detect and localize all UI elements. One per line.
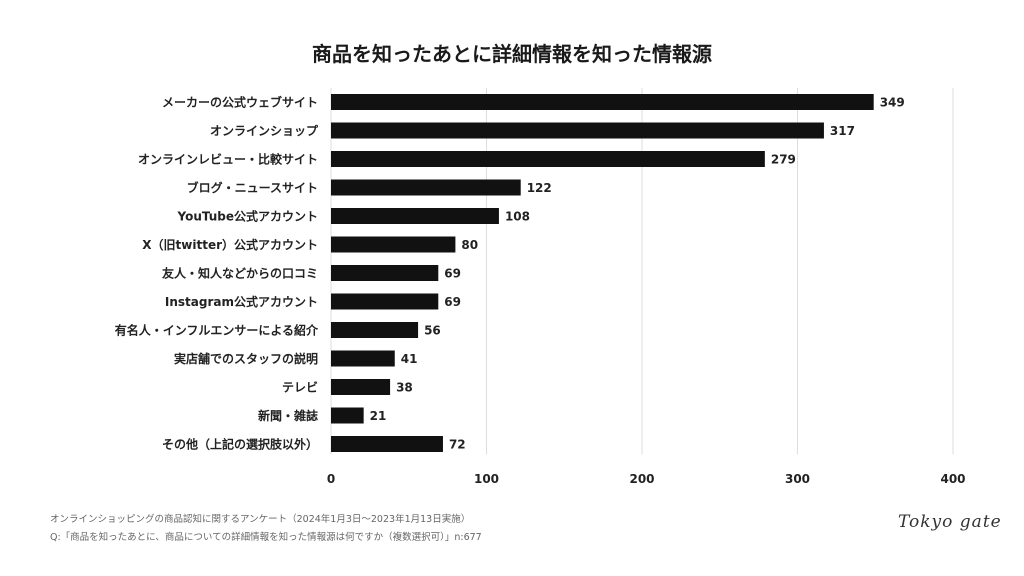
bar bbox=[331, 151, 765, 167]
footer-question: Q:「商品を知ったあとに、商品についての詳細情報を知った情報源は何ですか（複数選… bbox=[50, 532, 482, 543]
bar bbox=[331, 94, 874, 110]
data-label: 56 bbox=[424, 324, 441, 338]
bar bbox=[331, 265, 439, 281]
bar bbox=[331, 179, 521, 196]
category-label: 友人・知人などからの口コミ bbox=[161, 266, 318, 281]
chart-title: 商品を知ったあとに詳細情報を知った情報源 bbox=[312, 42, 712, 66]
x-tick-label: 400 bbox=[940, 472, 965, 486]
bar bbox=[331, 350, 395, 367]
category-label: テレビ bbox=[282, 380, 318, 395]
data-label: 69 bbox=[444, 267, 461, 281]
data-label: 349 bbox=[880, 96, 905, 110]
data-label: 317 bbox=[830, 124, 855, 138]
bar bbox=[331, 236, 456, 253]
category-label: メーカーの公式ウェブサイト bbox=[162, 95, 318, 110]
data-label: 122 bbox=[527, 181, 552, 195]
bar bbox=[331, 322, 419, 338]
bar bbox=[331, 436, 443, 452]
bar bbox=[331, 122, 824, 139]
bar bbox=[331, 407, 364, 424]
category-label: その他（上記の選択肢以外） bbox=[162, 437, 318, 452]
category-label: Instagram公式アカウント bbox=[165, 294, 318, 309]
x-tick-label: 100 bbox=[474, 472, 499, 486]
category-label: YouTube公式アカウント bbox=[176, 209, 318, 224]
bar bbox=[331, 208, 499, 224]
category-label: 実店舗でのスタッフの説明 bbox=[174, 351, 318, 366]
category-label: オンラインレビュー・比較サイト bbox=[138, 152, 318, 167]
data-label: 80 bbox=[461, 238, 478, 252]
category-label: オンラインショップ bbox=[210, 123, 319, 138]
category-label: 新聞・雑誌 bbox=[258, 408, 318, 423]
category-label: 有名人・インフルエンサーによる紹介 bbox=[115, 323, 319, 338]
bar bbox=[331, 379, 391, 395]
x-tick-label: 0 bbox=[327, 472, 335, 486]
x-tick-label: 300 bbox=[785, 472, 810, 486]
data-label: 69 bbox=[444, 295, 461, 309]
data-label: 108 bbox=[505, 210, 530, 224]
data-label: 21 bbox=[370, 409, 387, 423]
footer-source: オンラインショッピングの商品認知に関するアンケート（2024年1月3日〜2023… bbox=[50, 514, 471, 525]
category-label: ブログ・ニュースサイト bbox=[187, 180, 318, 195]
tokyo-gate-logo: Tokyo gate bbox=[898, 512, 1002, 532]
category-label: X（旧twitter）公式アカウント bbox=[142, 237, 318, 252]
data-label: 38 bbox=[396, 381, 413, 395]
bar bbox=[331, 293, 439, 310]
data-label: 279 bbox=[771, 153, 796, 167]
data-label: 41 bbox=[401, 352, 418, 366]
x-tick-label: 200 bbox=[629, 472, 654, 486]
data-label: 72 bbox=[449, 438, 466, 452]
